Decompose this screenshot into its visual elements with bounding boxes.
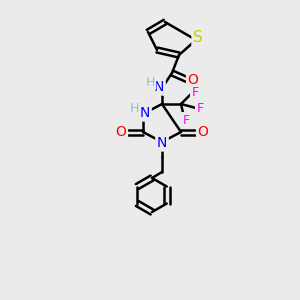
Text: F: F <box>191 85 199 98</box>
Text: H: H <box>145 76 155 88</box>
Text: F: F <box>182 113 190 127</box>
Text: S: S <box>193 31 203 46</box>
Text: N: N <box>154 80 164 94</box>
Text: N: N <box>140 106 150 120</box>
Text: F: F <box>196 101 204 115</box>
Text: H: H <box>129 101 139 115</box>
Text: O: O <box>116 125 126 139</box>
Text: O: O <box>188 73 198 87</box>
Text: N: N <box>157 136 167 150</box>
Text: O: O <box>198 125 208 139</box>
